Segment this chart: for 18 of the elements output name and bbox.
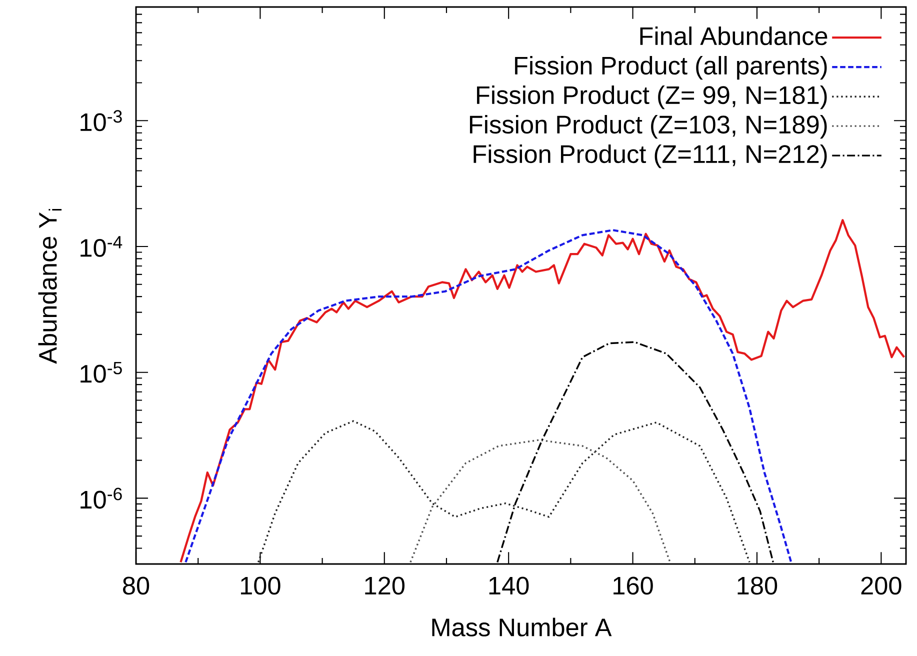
y-axis-title: Abundance Y$_{i}$ [38, 209, 62, 364]
x-tick-label: 180 [738, 576, 778, 595]
x-tick-label: 160 [614, 576, 653, 595]
legend-label: Fission Product (Z=103, N=189) [470, 114, 827, 139]
x-tick-label: 120 [365, 576, 405, 595]
x-tick-label: 140 [489, 576, 529, 595]
y-tick-label: 10$^{-3}$ [80, 110, 122, 132]
legend-label: Fission Product (all parents) [515, 56, 827, 80]
legend-label: Final Abundance [640, 26, 828, 46]
legend-label: Fission Product (Z=111, N=212) [474, 144, 827, 168]
y-tick-label: 10$^{-5}$ [80, 362, 122, 383]
x-tick-label: 200 [861, 576, 902, 595]
y-tick-label: 10$^{-6}$ [80, 488, 122, 509]
legend-label: Fission Product (Z= 99, N=181) [477, 86, 827, 110]
x-axis-title: Mass Number A [432, 618, 612, 636]
x-tick-label: 80 [123, 576, 150, 595]
y-tick-label: 10$^{-4}$ [80, 236, 122, 257]
x-tick-label: 100 [240, 576, 280, 595]
